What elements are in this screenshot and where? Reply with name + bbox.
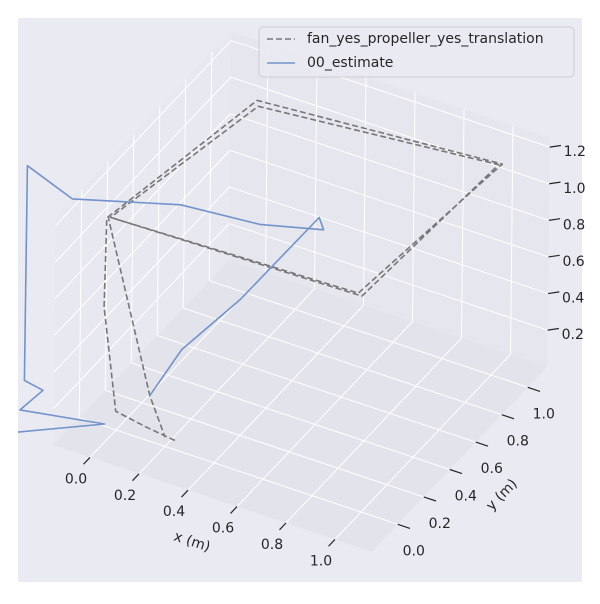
- grid-line: [314, 60, 318, 289]
- x-tick-label: 0.4: [163, 504, 185, 520]
- grid-line: [78, 188, 83, 418]
- grid-line: [104, 161, 109, 391]
- y-tick-label: 1.0: [533, 406, 555, 422]
- x-tick-label: 1.0: [310, 553, 332, 569]
- y-tick-label: 0.0: [403, 543, 425, 559]
- tick-mark: [230, 506, 238, 514]
- grid-line: [229, 149, 549, 258]
- grid-line: [131, 362, 450, 470]
- x-tick-label: 0.8: [261, 537, 283, 553]
- grid-line: [105, 389, 424, 498]
- tick-mark: [549, 181, 561, 185]
- grid-line: [156, 106, 161, 336]
- tick-mark: [83, 456, 91, 465]
- back-pane: [228, 31, 550, 367]
- grid-line: [138, 288, 315, 475]
- grid-line: [334, 354, 511, 540]
- trajectory: [103, 99, 504, 442]
- y-tick-label: 0.2: [429, 516, 451, 532]
- panes: [53, 31, 561, 552]
- z-tick-label: 0.2: [562, 327, 584, 343]
- grid-line: [182, 79, 187, 309]
- grid-line: [363, 76, 367, 306]
- x-tick-label: 0.0: [65, 471, 87, 487]
- x-tick-label: 0.2: [114, 488, 136, 504]
- trajectory: [18, 164, 325, 433]
- tick-mark: [397, 523, 411, 529]
- tick-mark: [423, 496, 437, 502]
- tick-mark: [449, 468, 463, 475]
- grid-line: [229, 186, 549, 295]
- grid-line: [53, 223, 230, 409]
- tick-mark: [181, 489, 189, 498]
- floor-pane: [53, 260, 548, 552]
- grid-line: [54, 150, 231, 336]
- tick-mark: [548, 254, 560, 258]
- grid-line: [157, 335, 476, 443]
- grid-line: [230, 113, 550, 221]
- grid-line: [55, 40, 232, 226]
- side-pane: [53, 31, 232, 446]
- grid-line: [130, 134, 135, 363]
- grid-line: [265, 43, 269, 273]
- tick-mark: [132, 473, 140, 482]
- tick-mark: [501, 414, 515, 420]
- z-tick-label: 0.6: [562, 254, 584, 270]
- z-tick-label: 1.2: [564, 144, 586, 160]
- grid-line: [209, 280, 528, 388]
- plot-area: [18, 99, 504, 442]
- grid-line: [208, 51, 213, 281]
- grid-line: [236, 321, 413, 507]
- tick-mark: [548, 218, 561, 221]
- grid-line: [510, 125, 514, 355]
- legend-label: 00_estimate: [307, 55, 393, 71]
- grid-line: [461, 109, 465, 339]
- grid-line: [183, 307, 502, 416]
- tick-mark: [549, 144, 561, 148]
- grid-line: [54, 76, 232, 263]
- grid-line: [228, 223, 548, 331]
- z-tick-label: 0.8: [563, 217, 585, 233]
- z-tick-label: 1.0: [563, 181, 585, 197]
- y-tick-label: 0.4: [455, 489, 477, 505]
- y-tick-label: 0.6: [481, 461, 503, 477]
- tick-mark: [547, 291, 560, 295]
- grid-line: [230, 76, 550, 185]
- tick-mark: [328, 538, 336, 547]
- grid-line: [187, 304, 364, 491]
- legend-label: fan_yes_propeller_yes_translation: [307, 31, 544, 47]
- grid-line: [79, 417, 398, 525]
- tick-mark: [279, 522, 287, 531]
- tick-mark: [527, 386, 541, 392]
- grid-line: [412, 92, 416, 322]
- legend: fan_yes_propeller_yes_translation 00_esti…: [258, 26, 575, 78]
- tick-mark: [475, 441, 489, 447]
- tick-mark: [547, 327, 559, 331]
- grid-line: [285, 337, 462, 524]
- y-tick-label: 0.8: [507, 434, 529, 450]
- grid-line: [53, 186, 230, 373]
- x-tick-label: 0.6: [212, 521, 234, 537]
- z-tick-label: 0.4: [562, 291, 584, 307]
- legend-box: [258, 26, 575, 78]
